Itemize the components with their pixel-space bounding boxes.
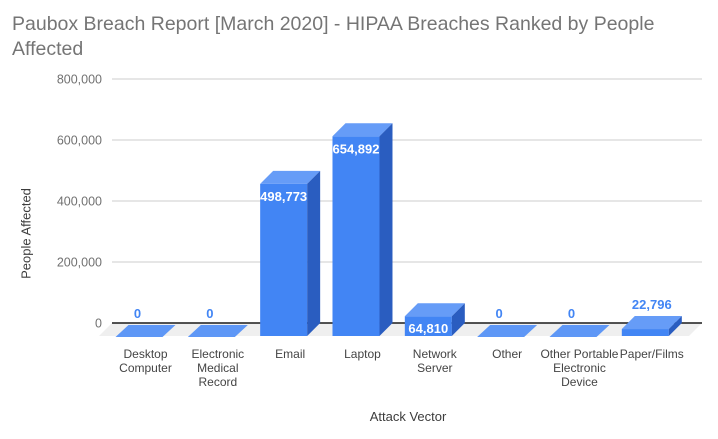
bar-value-label: 0 <box>206 306 213 321</box>
bar-zero-slab <box>477 325 538 337</box>
bar-value-label: 654,892 <box>332 141 379 156</box>
bar-top-face <box>621 316 682 330</box>
y-axis-title: People Affected <box>18 188 34 279</box>
category-label: Network Server <box>412 347 457 375</box>
chart-floor <box>99 323 702 336</box>
x-axis-title: Attack Vector <box>369 409 447 424</box>
category-label: Electronic Medical Record <box>191 347 245 389</box>
bar-zero-slab <box>187 325 248 337</box>
bar-front-face <box>621 329 669 336</box>
y-tick-label: 400,000 <box>57 195 102 209</box>
bar-side-face <box>379 123 393 337</box>
category-label: Email <box>275 347 306 361</box>
chart-title: Paubox Breach Report [March 2020] - HIPA… <box>12 13 655 60</box>
bar-side-face <box>307 170 321 336</box>
y-tick-label: 200,000 <box>57 256 102 270</box>
bar-value-label: 0 <box>496 306 503 321</box>
bar-value-label: 22,796 <box>632 297 672 312</box>
bar-top-face <box>260 170 321 184</box>
bar-value-label: 0 <box>134 306 141 321</box>
bar-front-face <box>332 136 380 336</box>
bar-value-label: 498,773 <box>260 189 307 204</box>
bar-side-face <box>668 316 682 336</box>
bar-front-face <box>260 183 308 336</box>
y-tick-label: 600,000 <box>57 134 102 148</box>
category-label: Other Portable Electronic Device <box>540 347 619 389</box>
category-label: Paper/Films <box>619 347 684 361</box>
bar-top-face <box>332 123 393 137</box>
y-tick-label: 0 <box>95 317 102 331</box>
bar-side-face <box>451 303 465 336</box>
bar-value-label: 64,810 <box>408 321 448 336</box>
bar-zero-slab <box>549 325 610 337</box>
bar-value-label: 0 <box>568 306 575 321</box>
bar-zero-slab <box>115 325 176 337</box>
category-label: Laptop <box>344 347 381 361</box>
y-tick-label: 800,000 <box>57 73 102 87</box>
category-label: Other <box>492 347 523 361</box>
category-label: Desktop Computer <box>119 347 172 375</box>
bar-top-face <box>404 303 465 317</box>
bar-front-face <box>404 316 452 336</box>
